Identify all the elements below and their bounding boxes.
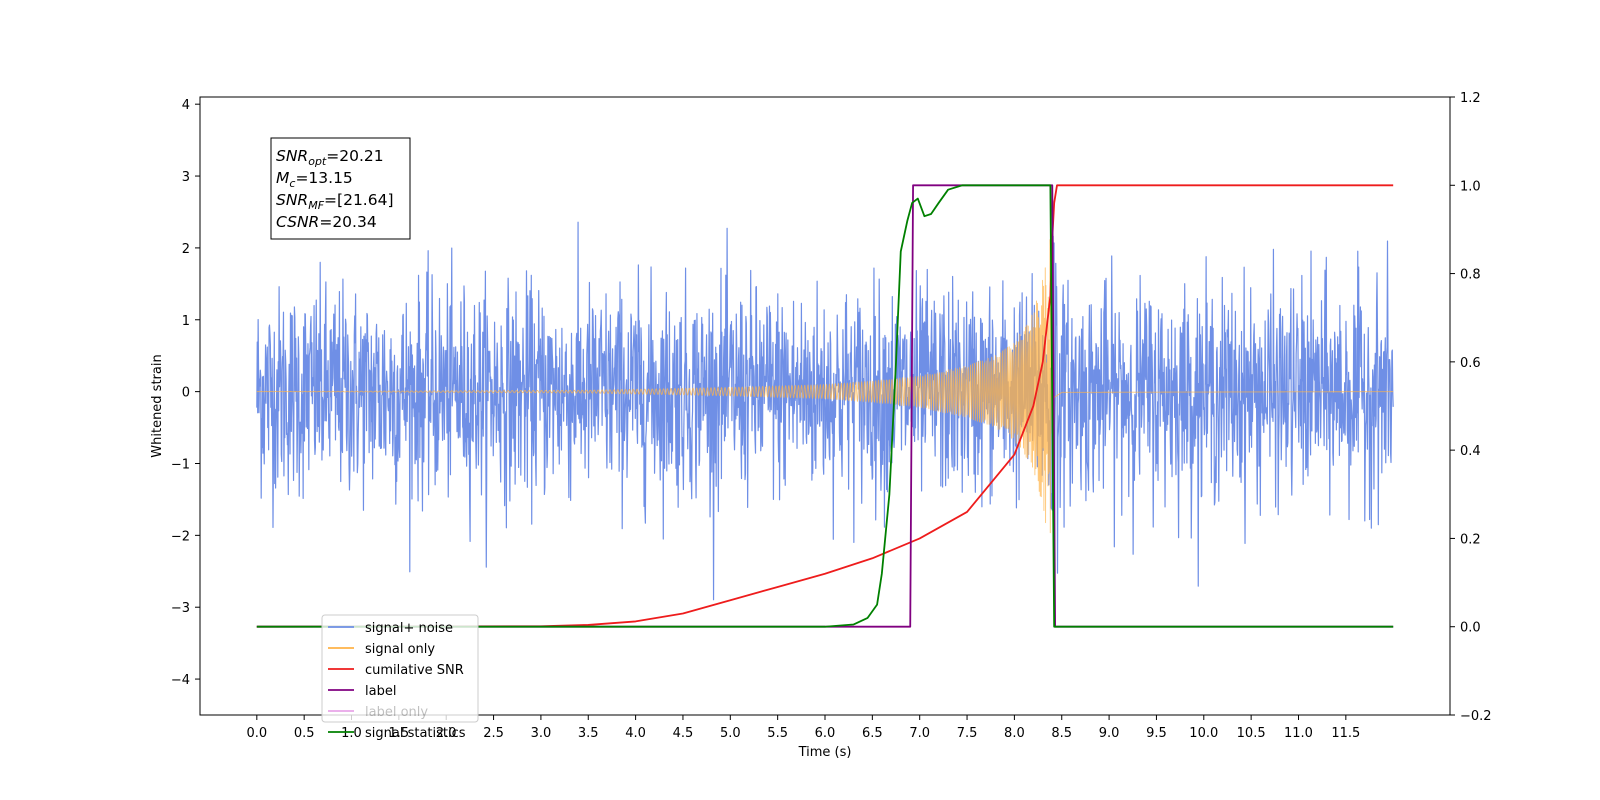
x-tick-label: 5.5 xyxy=(767,726,788,741)
legend-item-label: cumilative SNR xyxy=(365,663,464,678)
x-tick-label: 9.0 xyxy=(1099,726,1120,741)
series-line-1 xyxy=(256,213,1394,534)
y2-tick-label: 0.6 xyxy=(1460,356,1481,371)
y-tick-label: 4 xyxy=(182,98,190,113)
x-tick-label: 6.5 xyxy=(862,726,883,741)
annotation-frame xyxy=(270,137,411,240)
y-tick-label: 2 xyxy=(182,242,190,257)
legend-item-label: label xyxy=(365,684,396,699)
x-tick-label: 0.5 xyxy=(294,726,315,741)
x-tick-label: 6.0 xyxy=(815,726,836,741)
y-axis-label: Whitened strain xyxy=(150,354,165,457)
x-tick-label: 3.5 xyxy=(578,726,599,741)
x-tick-label: 4.5 xyxy=(673,726,694,741)
legend-frame xyxy=(321,614,479,723)
y2-tick-label: 0.4 xyxy=(1460,444,1481,459)
y2-tick-label: 0.8 xyxy=(1460,268,1481,283)
x-tick-label: 7.0 xyxy=(909,726,930,741)
y2-tick-label: 1.2 xyxy=(1460,91,1481,106)
y-tick-label: 3 xyxy=(182,170,190,185)
y2-tick-label: 0.0 xyxy=(1460,621,1481,636)
legend-item-label: signal+ noise xyxy=(365,621,453,636)
series-layer xyxy=(256,184,1394,628)
x-tick-label: 2.0 xyxy=(436,726,457,741)
x-axis: 0.0 0.5 1.0 1.5 2.0 2.5 3.0 3.5 4.0 4.5 5.0 5.5 6.0 6… xyxy=(246,715,1360,741)
legend-item-label: signal only xyxy=(365,642,435,657)
series-line-5 xyxy=(256,184,1394,628)
legend-item-label: signal statistics xyxy=(365,726,466,741)
legend: signal+ noise signal only cumilative SNR la… xyxy=(321,614,479,741)
x-tick-label: 7.5 xyxy=(957,726,978,741)
y-tick-label: −1 xyxy=(171,457,190,472)
y-tick-label: 1 xyxy=(182,314,190,329)
y-tick-label: −2 xyxy=(171,529,190,544)
stats-annotation-box: SNRopt=20.21Mc=13.15SNRMF=[21.64]CSNR=20… xyxy=(270,137,411,240)
x-tick-label: 2.5 xyxy=(483,726,504,741)
x-tick-label: 10.0 xyxy=(1189,726,1218,741)
y2-tick-label: 0.2 xyxy=(1460,532,1481,547)
x-tick-label: 11.0 xyxy=(1284,726,1313,741)
y2-tick-label: 1.0 xyxy=(1460,179,1481,194)
x-tick-label: 10.5 xyxy=(1237,726,1266,741)
x-tick-label: 4.0 xyxy=(625,726,646,741)
x-tick-label: 0.0 xyxy=(246,726,267,741)
x-tick-label: 9.5 xyxy=(1146,726,1167,741)
y-axis-left: −4 −3 −2 −1 0 1 2 3 4 xyxy=(171,98,200,688)
x-tick-label: 5.0 xyxy=(720,726,741,741)
annotation-line: Mc=13.15 xyxy=(276,169,353,190)
annotation-line: SNRMF=[21.64] xyxy=(276,191,394,212)
x-axis-label: Time (s) xyxy=(798,745,852,760)
y-tick-label: −4 xyxy=(171,673,190,688)
annotation-line: CSNR=20.34 xyxy=(276,213,377,231)
x-tick-label: 11.5 xyxy=(1331,726,1360,741)
series-line-0 xyxy=(256,221,1394,601)
y-tick-label: −3 xyxy=(171,601,190,616)
x-tick-label: 8.0 xyxy=(1004,726,1025,741)
y-axis-right: −0.2 0.0 0.2 0.4 0.6 0.8 1.0 1.2 xyxy=(1450,91,1492,724)
y-tick-label: 0 xyxy=(182,386,190,401)
x-tick-label: 3.0 xyxy=(531,726,552,741)
y2-tick-label: −0.2 xyxy=(1460,709,1492,724)
annotation-line: SNRopt=20.21 xyxy=(276,147,384,168)
legend-item-label: label only xyxy=(365,705,428,720)
x-tick-label: 1.5 xyxy=(389,726,410,741)
x-tick-label: 1.0 xyxy=(341,726,362,741)
x-tick-label: 8.5 xyxy=(1051,726,1072,741)
